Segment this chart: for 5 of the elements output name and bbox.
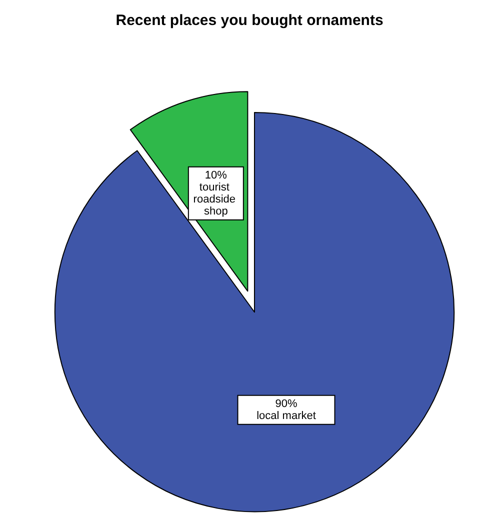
slice-label: tourist roadside shop bbox=[193, 181, 239, 218]
data-label: 90% bbox=[275, 398, 298, 410]
data-label: 10% bbox=[204, 169, 228, 182]
chart-title: Recent places you bought ornaments bbox=[116, 12, 384, 29]
slice-label: local market bbox=[256, 410, 316, 422]
